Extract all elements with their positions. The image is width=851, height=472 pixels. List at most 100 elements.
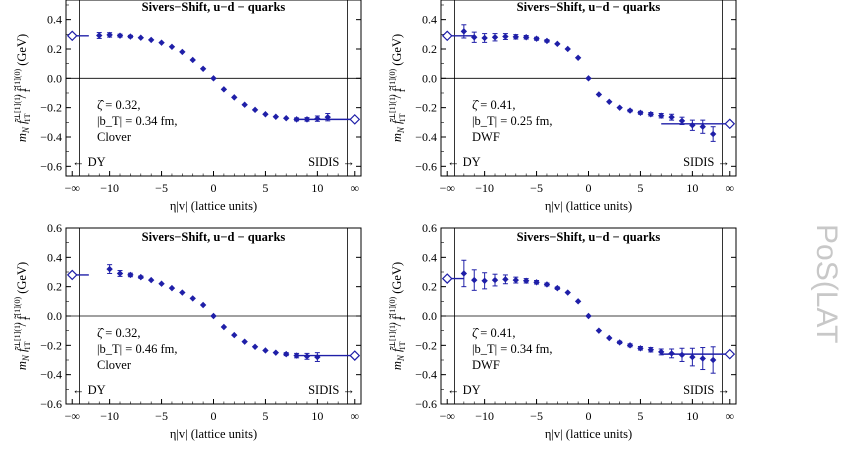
chart-panel-1: −0.6 −0.4 −0.2 0.0 0.2 0.4 −∞ −10 −5 0 5 10 ∞ Sivers−… xyxy=(13,0,362,213)
data-point xyxy=(251,106,259,114)
x-tick-label: −∞ xyxy=(440,181,455,195)
chart-title: Sivers−Shift, u−d − quarks xyxy=(517,0,661,14)
data-point xyxy=(543,37,551,45)
data-point xyxy=(678,351,686,359)
data-point xyxy=(137,273,144,281)
data-point xyxy=(199,301,207,309)
data-point xyxy=(471,276,478,284)
data-point xyxy=(179,48,186,56)
asymptote-marker-dy xyxy=(441,30,453,42)
y-axis-label: mN f̃⊥[1](1)1T / f̃[1](0)1 (GeV) xyxy=(13,262,32,370)
data-point xyxy=(210,312,217,320)
data-point xyxy=(522,34,530,41)
plot-frame xyxy=(65,0,362,177)
annotation-line-1: ζ̂ = 0.41, xyxy=(472,98,515,112)
y-tick-label: 0.2 xyxy=(422,280,437,294)
data-point xyxy=(626,342,634,349)
chart-panel-3: −0.6 −0.4 −0.2 0.0 0.2 0.4 0.6 −∞ −10 −5 0 5 10 ∞ Sive… xyxy=(13,221,362,441)
data-point xyxy=(106,31,113,39)
x-tick-label: −∞ xyxy=(440,409,455,423)
data-point xyxy=(595,327,603,334)
data-point xyxy=(220,86,228,93)
data-point xyxy=(303,116,311,123)
data-point xyxy=(637,345,644,352)
x-axis-label: η|v| (lattice units) xyxy=(545,427,632,441)
x-tick-label: 0 xyxy=(211,181,217,195)
data-point xyxy=(189,56,196,64)
y-tick-label: −0.4 xyxy=(40,130,62,144)
data-point xyxy=(251,343,259,350)
dy-label: ← DY xyxy=(72,383,106,397)
data-point xyxy=(293,352,300,359)
x-axis-label: η|v| (lattice units) xyxy=(170,199,257,213)
data-point xyxy=(709,130,717,138)
y-tick-label: 0.6 xyxy=(47,221,62,235)
x-tick-label: 0 xyxy=(586,181,592,195)
data-point xyxy=(699,355,706,362)
y-tick-label: 0.4 xyxy=(47,13,62,27)
plot-frame xyxy=(440,0,737,177)
data-point xyxy=(460,270,468,277)
x-axis-label: η|v| (lattice units) xyxy=(545,199,632,213)
x-tick-label: −5 xyxy=(530,181,543,195)
data-point xyxy=(585,312,592,320)
data-point xyxy=(272,113,280,120)
x-tick-label: −10 xyxy=(100,409,119,423)
data-point xyxy=(606,98,613,105)
asymptote-marker-sidis xyxy=(724,348,736,360)
y-tick-label: 0.0 xyxy=(47,71,62,85)
y-tick-label: 0.0 xyxy=(422,309,437,323)
y-tick-label: −0.2 xyxy=(415,101,437,115)
dy-label: ← DY xyxy=(72,155,106,169)
x-tick-label: −5 xyxy=(530,409,543,423)
data-point xyxy=(647,346,655,353)
annotation-line-2: |b_T| = 0.25 fm, xyxy=(472,114,552,128)
annotation-line-2: |b_T| = 0.34 fm, xyxy=(97,114,177,128)
sidis-label: SIDIS → xyxy=(308,383,355,397)
asymptote-marker-dy xyxy=(441,273,453,284)
data-point xyxy=(147,36,155,44)
data-point xyxy=(616,104,623,111)
data-point xyxy=(564,45,571,53)
data-point xyxy=(699,123,706,130)
y-tick-label: −0.2 xyxy=(40,101,62,115)
y-axis-label: mN f̃⊥[1](1)1T / f̃[1](0)1 (GeV) xyxy=(388,34,407,142)
sidis-label: SIDIS → xyxy=(683,383,730,397)
asymptote-marker-dy xyxy=(66,30,78,42)
y-tick-label: −0.6 xyxy=(40,159,62,173)
data-point xyxy=(658,112,665,119)
x-tick-label: 5 xyxy=(637,181,643,195)
y-tick-label: −0.2 xyxy=(40,338,62,352)
x-tick-label: 10 xyxy=(311,181,323,195)
y-tick-label: 0.2 xyxy=(47,42,62,56)
asymptote-marker-sidis xyxy=(349,114,361,125)
y-tick-label: −0.4 xyxy=(415,130,437,144)
x-tick-label: −5 xyxy=(155,181,168,195)
data-point xyxy=(512,33,519,41)
y-tick-label: 0.0 xyxy=(47,309,62,323)
data-point xyxy=(147,276,155,284)
data-point xyxy=(127,271,134,279)
x-tick-label: −∞ xyxy=(65,181,80,195)
data-point xyxy=(689,122,696,129)
y-tick-label: 0.4 xyxy=(47,250,62,264)
asymptote-marker-dy xyxy=(66,269,78,281)
x-tick-label: −10 xyxy=(100,181,119,195)
data-point xyxy=(231,331,238,339)
data-point xyxy=(554,284,561,292)
annotation-line-3: DWF xyxy=(472,358,500,372)
y-tick-label: −0.6 xyxy=(415,397,437,411)
data-point xyxy=(241,338,248,345)
chart-panel-2: −0.6 −0.4 −0.2 0.0 0.2 0.4 −∞ −10 −5 0 5 10 ∞ Sivers−… xyxy=(388,0,737,213)
data-point xyxy=(460,28,468,35)
x-tick-label: −∞ xyxy=(65,409,80,423)
data-point xyxy=(678,117,686,125)
annotation-line-2: |b_T| = 0.34 fm, xyxy=(472,342,552,356)
data-point xyxy=(293,116,300,123)
x-tick-label: 5 xyxy=(262,409,268,423)
data-point xyxy=(502,276,509,283)
data-point xyxy=(574,54,582,61)
x-tick-label: 0 xyxy=(211,409,217,423)
asymptote-marker-sidis xyxy=(724,118,736,130)
y-axis-label: mN f̃⊥[1](1)1T / f̃[1](0)1 (GeV) xyxy=(13,34,32,142)
